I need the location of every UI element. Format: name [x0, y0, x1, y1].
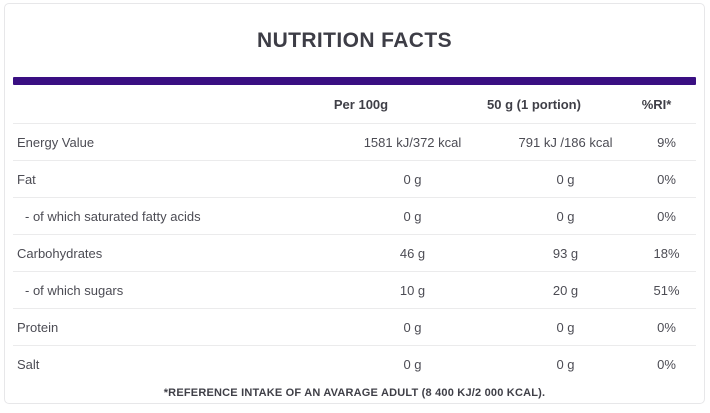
value-per-portion: 0 g [556, 319, 575, 335]
row-label: - of which sugars [25, 282, 124, 298]
reference-intake-note: *REFERENCE INTAKE OF AN AVARAGE ADULT (8… [163, 387, 546, 399]
divider-bar [13, 77, 696, 85]
nutrition-facts-card: NUTRITION FACTS Per 100g 50 g (1 portion… [4, 3, 705, 404]
row-label: - of which saturated fatty acids [25, 208, 201, 224]
table-row: Fat 0 g 0 g 0% [13, 160, 696, 197]
column-header-per-100g: Per 100g [333, 96, 389, 112]
value-per-100g: 0 g [403, 208, 422, 224]
value-per-portion: 0 g [556, 208, 575, 224]
row-label: Fat [17, 171, 36, 187]
table-row: Carbohydrates 46 g 93 g 18% [13, 234, 696, 271]
value-per-portion: 20 g [552, 282, 579, 298]
title-section: NUTRITION FACTS [5, 4, 704, 77]
value-per-portion: 0 g [556, 171, 575, 187]
column-header-ri: %RI* [641, 96, 672, 112]
row-label: Energy Value [17, 134, 95, 150]
page-title: NUTRITION FACTS [257, 28, 452, 52]
value-per-100g: 0 g [403, 356, 422, 372]
value-ri: 9% [657, 134, 676, 150]
row-label: Protein [17, 319, 59, 335]
row-label: Salt [17, 356, 40, 372]
value-per-100g: 10 g [399, 282, 426, 298]
value-ri: 0% [657, 208, 676, 224]
value-per-portion: 93 g [552, 245, 579, 261]
table-row: - of which sugars 10 g 20 g 51% [13, 271, 696, 308]
value-ri: 0% [657, 171, 676, 187]
column-header-per-portion: 50 g (1 portion) [487, 96, 581, 112]
table-row: Salt 0 g 0 g 0% [13, 345, 696, 382]
table-row: Protein 0 g 0 g 0% [13, 308, 696, 345]
table-header-row: Per 100g 50 g (1 portion) %RI* [13, 85, 696, 123]
value-ri: 0% [657, 319, 676, 335]
value-ri: 51% [653, 282, 680, 298]
value-ri: 0% [657, 356, 676, 372]
value-ri: 18% [653, 245, 680, 261]
value-per-portion: 791 kJ /186 kcal [518, 134, 613, 150]
value-per-100g: 0 g [403, 319, 422, 335]
row-label: Carbohydrates [17, 245, 103, 261]
table-row: - of which saturated fatty acids 0 g 0 g… [13, 197, 696, 234]
table-row: Energy Value 1581 kJ/372 kcal 791 kJ /18… [13, 123, 696, 160]
value-per-100g: 46 g [399, 245, 426, 261]
value-per-100g: 0 g [403, 171, 422, 187]
value-per-portion: 0 g [556, 356, 575, 372]
value-per-100g: 1581 kJ/372 kcal [363, 134, 462, 150]
